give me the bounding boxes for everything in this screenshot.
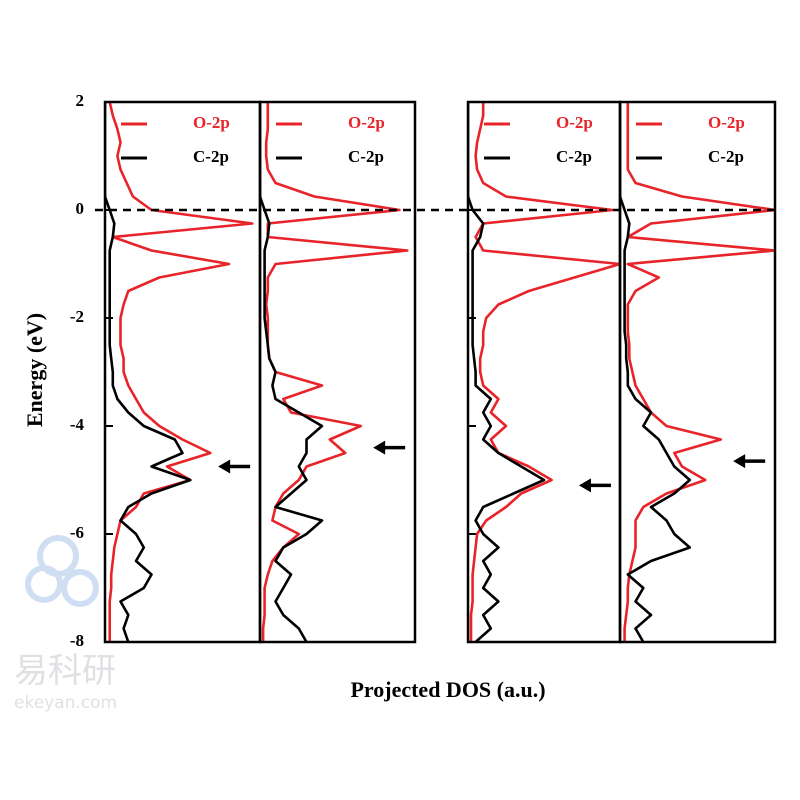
dos-curve [469,102,620,642]
y-tick-label: 0 [76,199,85,218]
dos-curve [468,102,546,642]
y-tick-label: -6 [70,523,84,542]
panel-frame [103,100,262,644]
legend-label: C-2p [556,147,592,166]
panel [468,102,620,642]
dos-curve [620,102,692,642]
legend-label: C-2p [193,147,229,166]
panel [260,102,409,642]
dos-curve [261,102,409,642]
y-tick-label: 2 [76,91,85,110]
panel-frame [258,100,417,644]
watermark-logo [25,565,63,603]
x-axis-label: Projected DOS (a.u.) [350,677,545,702]
y-axis-label: Energy (eV) [22,313,47,427]
panel-frame [466,100,622,644]
arrow-head [373,440,386,455]
y-tick-label: -2 [70,307,84,326]
watermark: 易科研 ekeyan.com [14,535,117,713]
dos-curve [108,102,254,642]
dos-curve [623,102,775,642]
panel [620,102,775,642]
watermark-text: 易科研 [14,651,116,691]
legend-label: O-2p [556,113,593,132]
watermark-logo [61,569,99,607]
legend-label: O-2p [193,113,230,132]
y-tick-label: -8 [70,631,84,650]
y-tick-label: -4 [70,415,85,434]
arrow-head [218,459,231,474]
arrow-head [578,478,591,493]
dos-curve [105,102,192,642]
watermark-site: ekeyan.com [14,693,117,713]
dos-curve [260,102,324,642]
legend-label: O-2p [708,113,745,132]
arrow-head [733,454,746,469]
panel [105,102,254,642]
panel-frame [618,100,777,644]
legend-label: C-2p [348,147,384,166]
legend-label: O-2p [348,113,385,132]
legend-label: C-2p [708,147,744,166]
